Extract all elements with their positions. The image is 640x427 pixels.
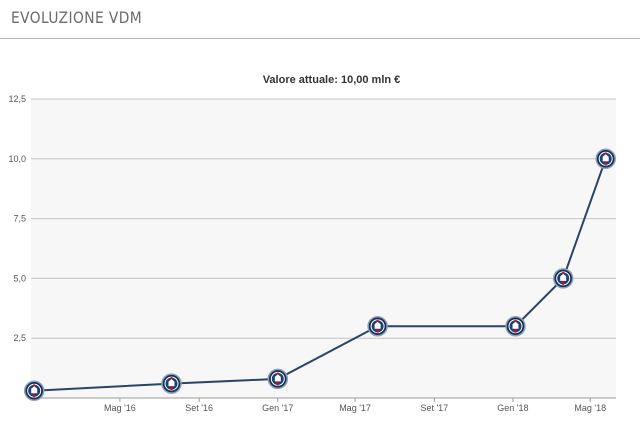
- chart-title: Valore attuale: 10,00 mln €: [263, 74, 401, 86]
- x-axis: Mag '16 Set '16 Gen '17 Mag '17 Set '17 Gen '…: [104, 398, 606, 413]
- plot-background: [31, 99, 616, 398]
- x-tick-label: Set '16: [185, 403, 213, 413]
- data-point[interactable]: [161, 373, 182, 394]
- crest-tower: [168, 379, 175, 387]
- y-tick-label: 7,5: [13, 214, 26, 224]
- crest-tower: [602, 154, 609, 162]
- y-tick-label: 10,0: [8, 154, 26, 164]
- x-tick-label: Mag '16: [104, 403, 136, 413]
- y-tick-label: 5,0: [13, 273, 26, 283]
- data-points: [23, 148, 616, 402]
- section-title: EVOLUZIONE VDM: [11, 8, 143, 27]
- grid-lines: [31, 98, 616, 399]
- y-tick-label: 2,5: [13, 333, 26, 343]
- crest-tower: [374, 321, 381, 329]
- x-tick-label: Mag '17: [339, 403, 371, 413]
- x-tick-label: Gen '17: [262, 403, 293, 413]
- data-point[interactable]: [267, 368, 289, 390]
- data-point[interactable]: [595, 148, 616, 170]
- crest-tower: [560, 273, 567, 281]
- data-point[interactable]: [552, 268, 574, 289]
- data-point[interactable]: [23, 380, 45, 402]
- crest-tower: [274, 374, 281, 382]
- crest-tower: [512, 321, 519, 329]
- y-axis: 2,5 5,0 7,5 10,0 12,5: [8, 94, 26, 343]
- x-tick-label: Set '17: [420, 403, 448, 413]
- x-tick-label: Gen '18: [497, 403, 528, 413]
- x-tick-label: Mag '18: [574, 403, 606, 413]
- crest-tower: [31, 386, 38, 394]
- y-tick-label: 12,5: [8, 94, 26, 104]
- section-header: EVOLUZIONE VDM: [0, 0, 640, 39]
- data-point[interactable]: [505, 315, 526, 337]
- market-value-chart: Mag '16 Set '16 Gen '17 Mag '17 Set '17 Gen '…: [8, 74, 616, 413]
- data-point[interactable]: [367, 315, 388, 337]
